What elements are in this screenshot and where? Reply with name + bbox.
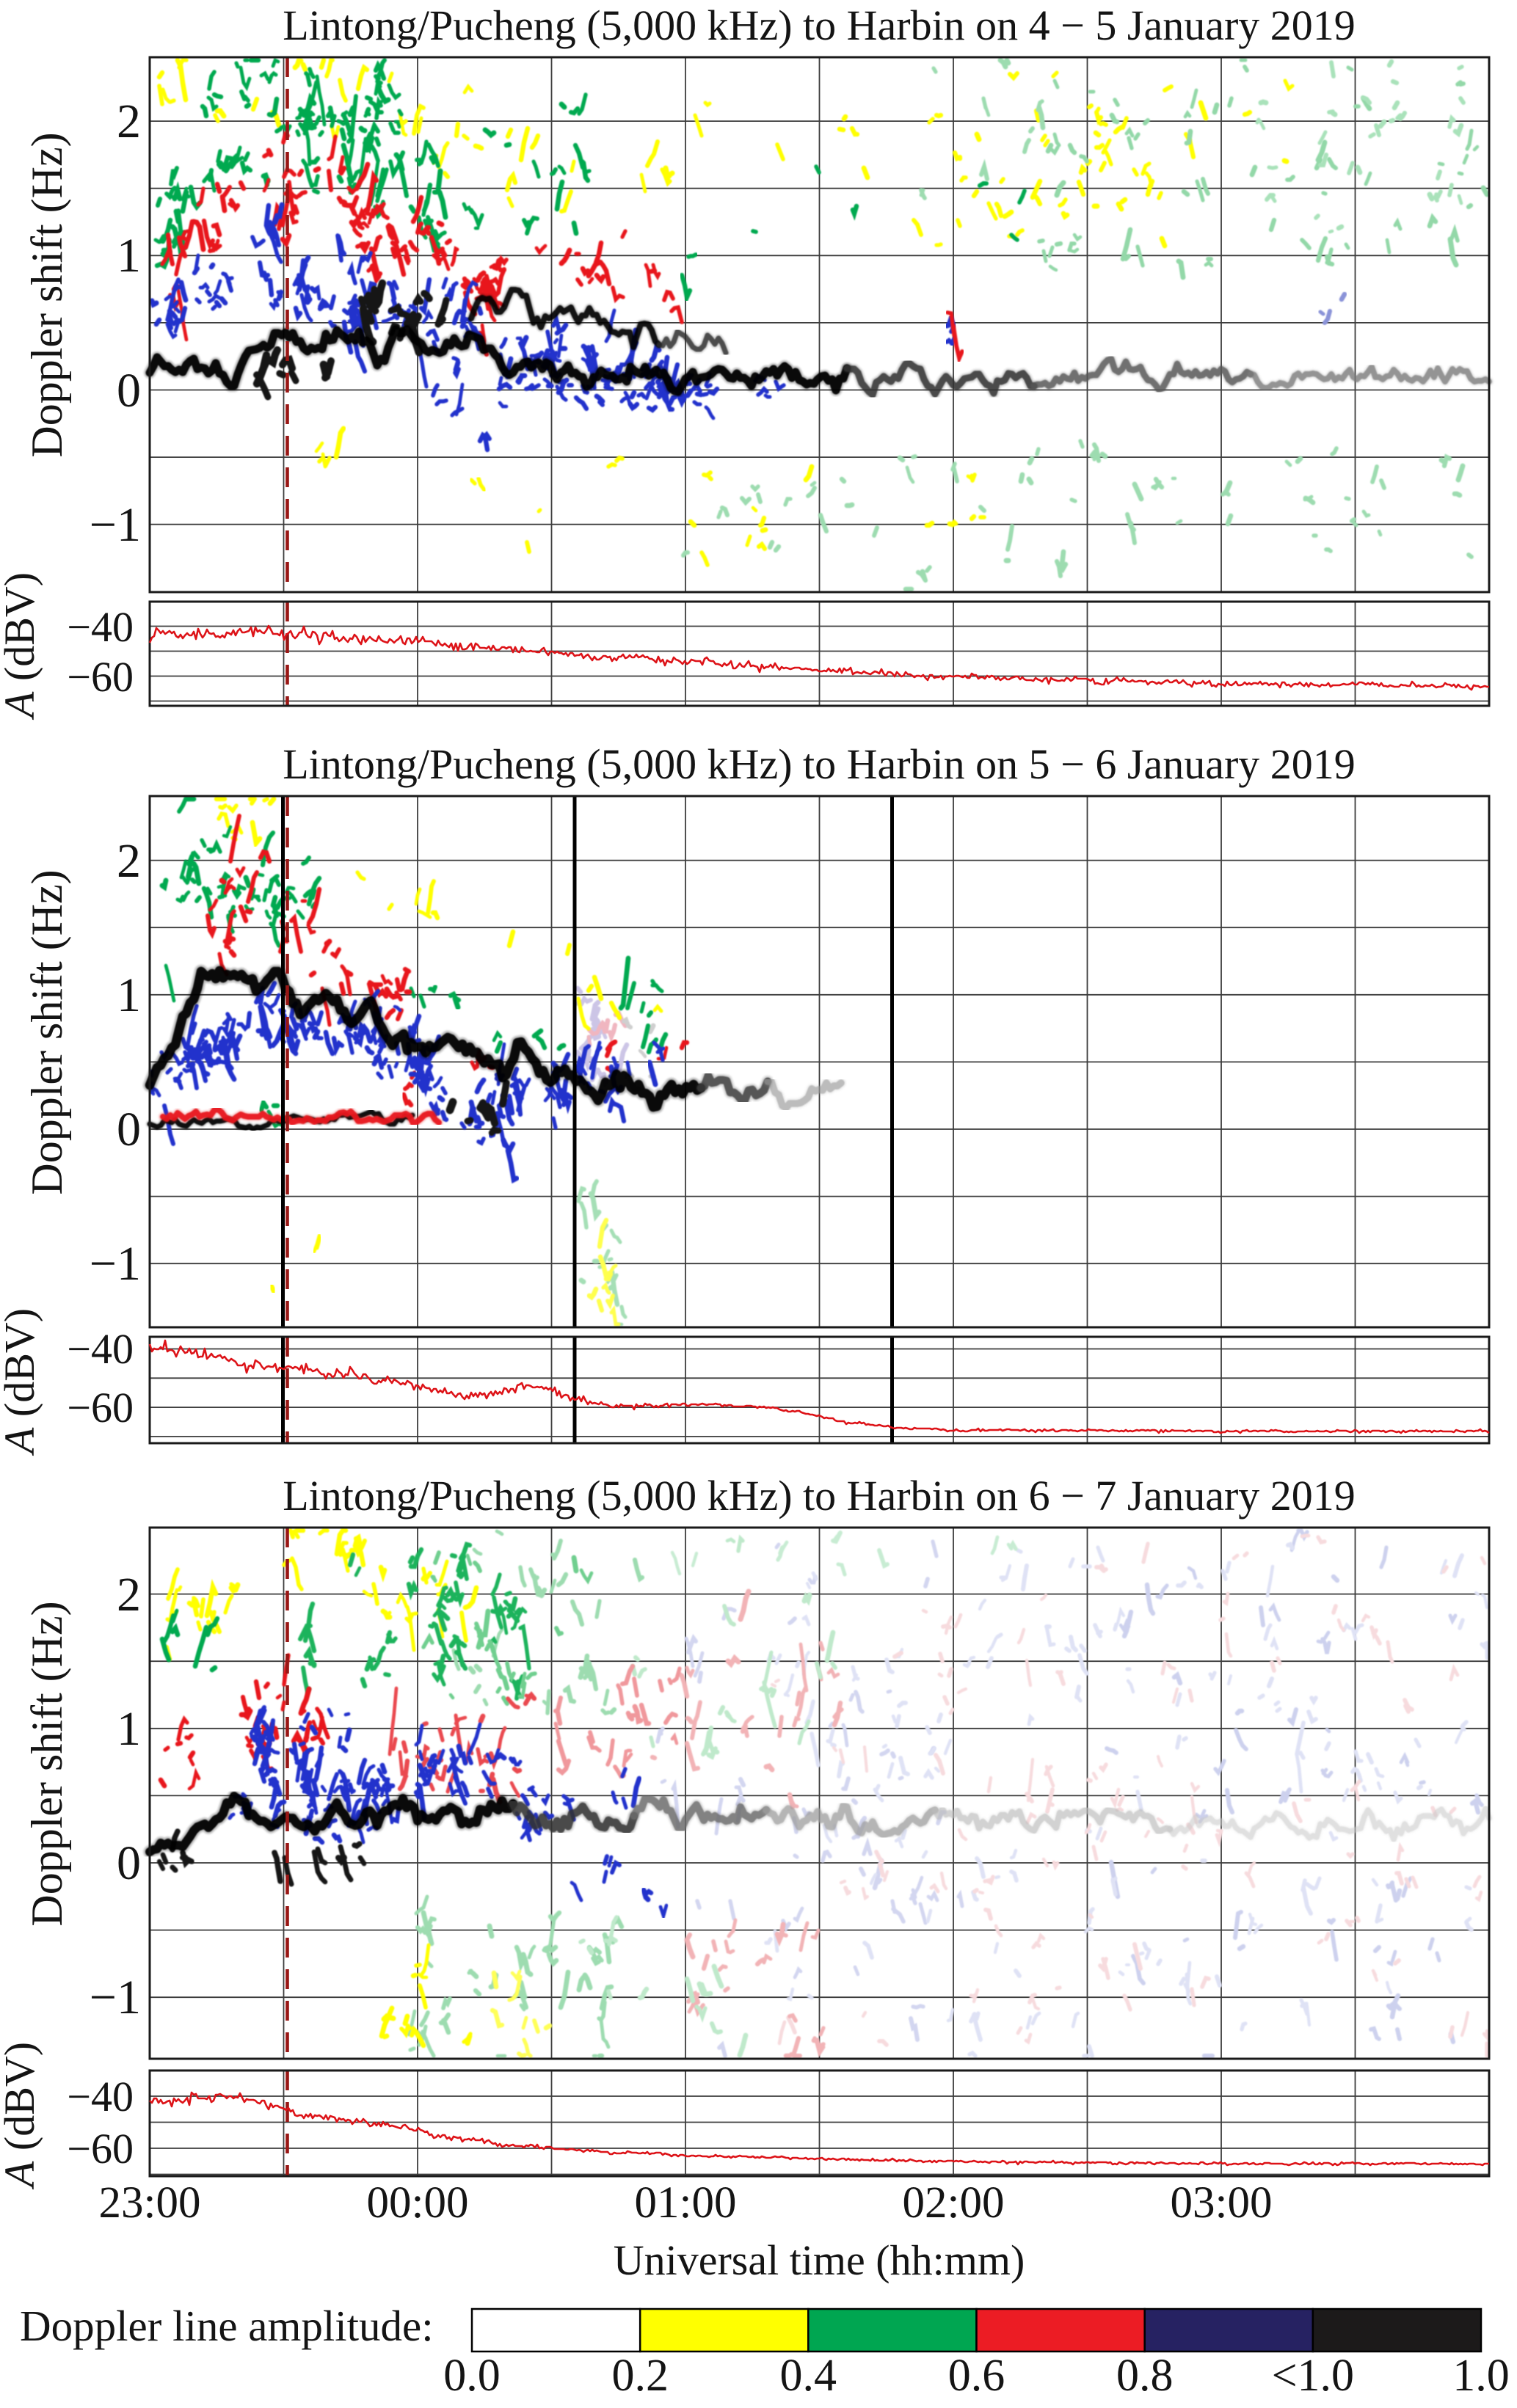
svg-text:−1: −1 (90, 1971, 141, 2024)
svg-text:0: 0 (117, 1103, 141, 1156)
svg-text:A (dBV): A (dBV) (0, 572, 43, 720)
svg-text:0.2: 0.2 (611, 2351, 669, 2401)
svg-text:0.8: 0.8 (1116, 2351, 1174, 2401)
svg-text:02:00: 02:00 (903, 2178, 1005, 2228)
svg-text:1: 1 (117, 968, 141, 1022)
svg-text:Lintong/Pucheng (5,000 kHz) to: Lintong/Pucheng (5,000 kHz) to Harbin on… (283, 740, 1356, 788)
svg-text:−60: −60 (67, 2125, 134, 2172)
svg-text:−1: −1 (90, 1237, 141, 1291)
svg-text:03:00: 03:00 (1171, 2178, 1273, 2228)
svg-text:Doppler shift (Hz): Doppler shift (Hz) (23, 1601, 71, 1926)
svg-text:2: 2 (117, 95, 141, 148)
svg-text:1.0: 1.0 (1452, 2351, 1510, 2401)
svg-text:2: 2 (117, 834, 141, 888)
svg-text:−40: −40 (67, 603, 134, 651)
svg-text:23:00: 23:00 (99, 2178, 201, 2228)
svg-text:−40: −40 (67, 1325, 134, 1373)
svg-text:Lintong/Pucheng (5,000 kHz) to: Lintong/Pucheng (5,000 kHz) to Harbin on… (283, 1472, 1356, 1519)
svg-text:−60: −60 (67, 1384, 134, 1431)
svg-text:A (dBV): A (dBV) (0, 1308, 43, 1456)
svg-text:0.4: 0.4 (780, 2351, 837, 2401)
svg-text:1: 1 (117, 1702, 141, 1756)
svg-text:Doppler shift (Hz): Doppler shift (Hz) (23, 132, 71, 457)
svg-text:Universal time (hh:mm): Universal time (hh:mm) (614, 2236, 1025, 2284)
svg-text:A (dBV): A (dBV) (0, 2042, 43, 2190)
svg-text:01:00: 01:00 (635, 2178, 737, 2228)
svg-text:1: 1 (117, 229, 141, 282)
svg-text:<1.0: <1.0 (1272, 2351, 1354, 2401)
svg-text:0: 0 (117, 364, 141, 417)
svg-text:−60: −60 (67, 653, 134, 701)
svg-text:Doppler shift (Hz): Doppler shift (Hz) (23, 869, 71, 1194)
svg-text:Doppler line amplitude:: Doppler line amplitude: (20, 2302, 434, 2350)
svg-text:00:00: 00:00 (367, 2178, 469, 2228)
svg-text:2: 2 (117, 1568, 141, 1621)
svg-text:0.6: 0.6 (948, 2351, 1005, 2401)
svg-text:−40: −40 (67, 2073, 134, 2120)
svg-text:−1: −1 (90, 498, 141, 552)
svg-text:Lintong/Pucheng (5,000 kHz) to: Lintong/Pucheng (5,000 kHz) to Harbin on… (283, 1, 1356, 49)
svg-text:0.0: 0.0 (443, 2351, 501, 2401)
svg-text:0: 0 (117, 1836, 141, 1890)
